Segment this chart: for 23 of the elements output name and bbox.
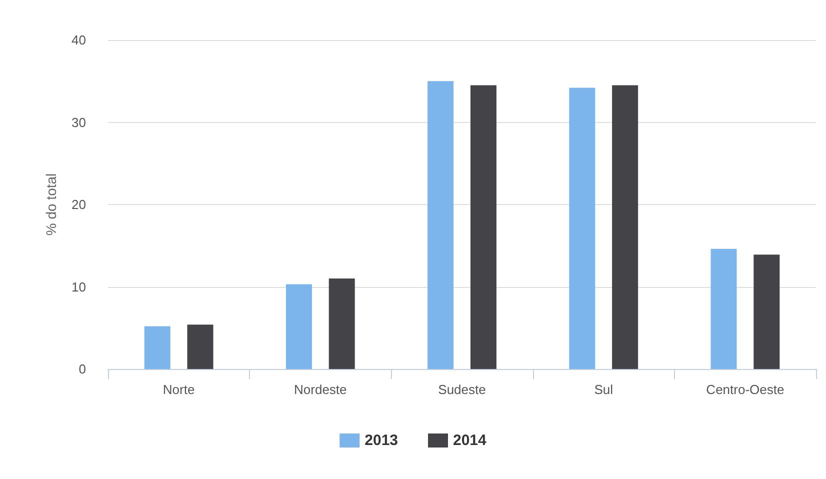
bar — [470, 85, 496, 369]
bar — [144, 326, 170, 369]
bar — [428, 81, 454, 369]
bar — [612, 85, 638, 369]
legend-label: 2014 — [453, 432, 488, 449]
y-tick-label: 30 — [72, 114, 86, 130]
x-tick-label: Centro-Oeste — [706, 382, 784, 397]
bar — [754, 254, 780, 369]
x-tick-label: Sul — [594, 382, 614, 397]
bar — [328, 278, 355, 369]
y-axis-title: % do total — [43, 173, 59, 236]
legend-label: 2013 — [364, 432, 398, 449]
y-tick-label: 10 — [72, 279, 86, 294]
x-tick-label: Norte — [162, 382, 195, 397]
x-tick-label: Nordeste — [294, 382, 347, 397]
y-tick-label: 20 — [72, 197, 86, 212]
y-tick-label: 0 — [78, 362, 86, 376]
bar — [710, 248, 737, 369]
y-tick-label: 40 — [72, 32, 86, 48]
bar — [286, 284, 312, 369]
bar — [569, 88, 596, 369]
bar — [187, 324, 214, 369]
x-tick-label: Sudeste — [438, 382, 486, 397]
